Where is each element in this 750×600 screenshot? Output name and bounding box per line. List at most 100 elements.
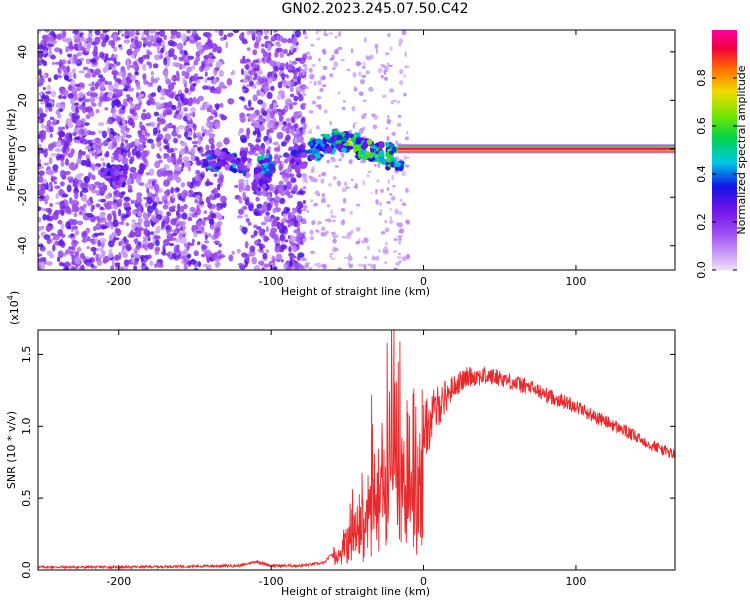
noise-speckle xyxy=(148,97,155,105)
noise-speckle xyxy=(240,68,244,75)
noise-speckle xyxy=(147,254,152,259)
noise-speckle xyxy=(39,129,47,137)
noise-speckle xyxy=(370,191,374,194)
noise-speckle xyxy=(76,246,82,253)
noise-speckle xyxy=(133,223,140,228)
noise-speckle xyxy=(218,243,222,248)
noise-speckle xyxy=(64,171,72,175)
noise-speckle xyxy=(190,107,196,113)
signal-blob xyxy=(208,161,216,167)
noise-speckle xyxy=(296,172,302,178)
noise-speckle xyxy=(77,43,82,52)
noise-speckle xyxy=(279,233,285,242)
colorbar-swatch xyxy=(712,76,737,79)
noise-speckle xyxy=(362,99,367,102)
noise-speckle xyxy=(331,219,336,223)
noise-speckle xyxy=(165,123,171,129)
noise-speckle xyxy=(164,88,172,94)
noise-speckle xyxy=(113,237,120,241)
noise-speckle xyxy=(122,214,130,219)
noise-speckle xyxy=(186,181,191,187)
noise-speckle xyxy=(147,40,152,48)
signal-blob xyxy=(206,157,211,161)
noise-speckle xyxy=(282,48,288,55)
noise-speckle xyxy=(265,211,270,217)
noise-speckle xyxy=(127,87,135,92)
noise-speckle xyxy=(113,199,119,204)
noise-speckle xyxy=(141,32,145,39)
noise-speckle xyxy=(257,187,261,192)
noise-speckle xyxy=(274,153,279,158)
noise-speckle xyxy=(113,57,117,64)
noise-speckle xyxy=(38,158,41,164)
noise-speckle xyxy=(255,138,261,143)
noise-speckle xyxy=(112,33,118,42)
noise-speckle xyxy=(398,210,403,216)
noise-speckle xyxy=(165,225,170,231)
noise-speckle xyxy=(80,252,85,260)
noise-speckle xyxy=(405,131,409,135)
noise-speckle xyxy=(242,70,249,77)
noise-speckle xyxy=(337,46,343,50)
noise-speckle xyxy=(256,37,261,42)
noise-speckle xyxy=(118,192,124,199)
noise-speckle xyxy=(298,57,306,64)
colorbar-swatch xyxy=(712,266,737,269)
signal-blob xyxy=(262,183,267,190)
colorbar-swatch xyxy=(712,162,737,165)
noise-speckle xyxy=(247,157,252,164)
noise-speckle xyxy=(87,216,92,221)
noise-speckle xyxy=(165,108,173,116)
noise-speckle xyxy=(306,209,310,214)
noise-speckle xyxy=(102,139,109,147)
noise-speckle xyxy=(38,60,43,67)
noise-speckle xyxy=(171,193,176,199)
noise-speckle xyxy=(399,68,404,75)
noise-speckle xyxy=(310,199,314,203)
noise-speckle xyxy=(245,107,252,111)
noise-speckle xyxy=(269,60,275,67)
signal-blob xyxy=(104,175,112,179)
noise-speckle xyxy=(125,134,132,139)
noise-speckle xyxy=(200,153,207,157)
noise-speckle xyxy=(288,60,293,66)
noise-speckle xyxy=(375,199,379,205)
noise-speckle xyxy=(129,64,137,69)
noise-speckle xyxy=(76,220,84,226)
noise-speckle xyxy=(271,232,277,240)
noise-speckle xyxy=(178,124,185,130)
colorbar-swatch xyxy=(712,208,737,211)
colorbar-swatch xyxy=(712,204,737,207)
noise-speckle xyxy=(293,123,299,129)
colorbar-swatch xyxy=(712,114,737,117)
noise-speckle xyxy=(156,43,160,51)
noise-speckle xyxy=(57,240,65,247)
noise-speckle xyxy=(215,202,220,208)
noise-speckle xyxy=(321,171,327,177)
noise-speckle xyxy=(125,142,130,151)
noise-speckle xyxy=(129,109,136,115)
noise-speckle xyxy=(214,30,219,33)
noise-speckle xyxy=(57,229,64,237)
signal-blob xyxy=(224,163,231,171)
noise-speckle xyxy=(315,104,320,108)
noise-speckle xyxy=(114,262,119,268)
noise-speckle xyxy=(192,77,199,81)
noise-speckle xyxy=(348,159,353,165)
noise-speckle xyxy=(386,187,390,192)
noise-speckle xyxy=(86,236,91,242)
noise-speckle xyxy=(397,114,402,118)
noise-speckle xyxy=(42,49,48,54)
noise-speckle xyxy=(215,67,220,71)
noise-speckle xyxy=(187,97,193,106)
colorbar-swatch xyxy=(712,254,737,257)
noise-speckle xyxy=(205,32,212,39)
noise-speckle xyxy=(75,107,80,114)
noise-speckle xyxy=(53,181,58,185)
noise-speckle xyxy=(180,220,186,226)
noise-speckle xyxy=(88,30,93,35)
noise-speckle xyxy=(209,86,216,91)
noise-speckle xyxy=(141,54,149,59)
noise-speckle xyxy=(215,76,220,82)
noise-speckle xyxy=(326,203,331,208)
